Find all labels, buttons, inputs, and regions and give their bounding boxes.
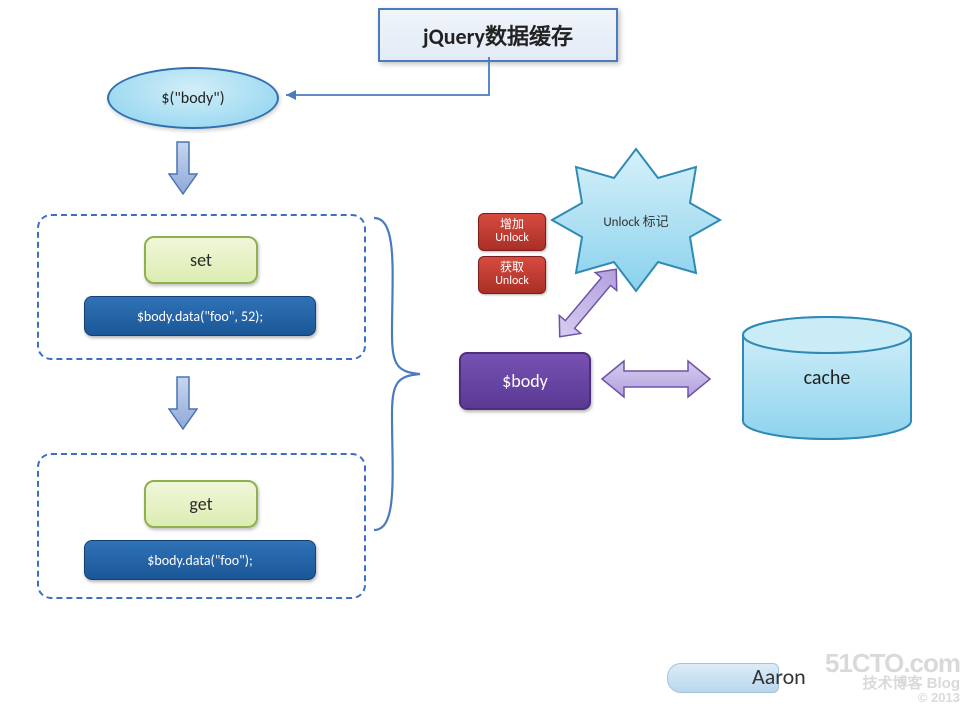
red-box-add-line2: Unlock [495, 232, 529, 245]
watermark-line2: 技术博客 Blog [788, 676, 960, 691]
connector-title-to-ellipse [276, 57, 498, 101]
watermark-line1: 51CTO.com [788, 650, 960, 676]
body-box-text: $body [502, 370, 548, 392]
title-text: jQuery数据缓存 [423, 19, 573, 51]
title-box: jQuery数据缓存 [378, 8, 618, 62]
down-arrow-1 [168, 140, 198, 196]
set-button: set [144, 236, 258, 284]
code-bar-get-text: $body.data("foo"); [147, 552, 253, 569]
body-box: $body [459, 352, 591, 410]
down-arrow-2 [168, 375, 198, 431]
watermark: 51CTO.com 技术博客 Blog © 2013 [788, 650, 960, 710]
red-box-add-unlock: 增加 Unlock [478, 213, 546, 251]
code-bar-set: $body.data("foo", 52); [84, 296, 316, 336]
ellipse-text: $("body") [161, 89, 224, 108]
cache-cylinder [723, 315, 931, 441]
footer-author-text: Aaron [752, 663, 806, 690]
ellipse-body-selector: $("body") [107, 67, 279, 129]
set-button-label: set [190, 249, 212, 271]
red-box-acquire-unlock: 获取 Unlock [478, 256, 546, 294]
double-arrow-body-cache [600, 357, 712, 401]
curly-brace [368, 214, 428, 534]
code-bar-set-text: $body.data("foo", 52); [137, 308, 263, 325]
double-arrow-body-starburst [545, 255, 631, 351]
red-box-acquire-line2: Unlock [495, 275, 529, 288]
watermark-line3: © 2013 [788, 691, 960, 704]
code-bar-get: $body.data("foo"); [84, 540, 316, 580]
footer-author: Aaron [752, 663, 806, 690]
get-button-label: get [189, 493, 212, 515]
get-button: get [144, 480, 258, 528]
